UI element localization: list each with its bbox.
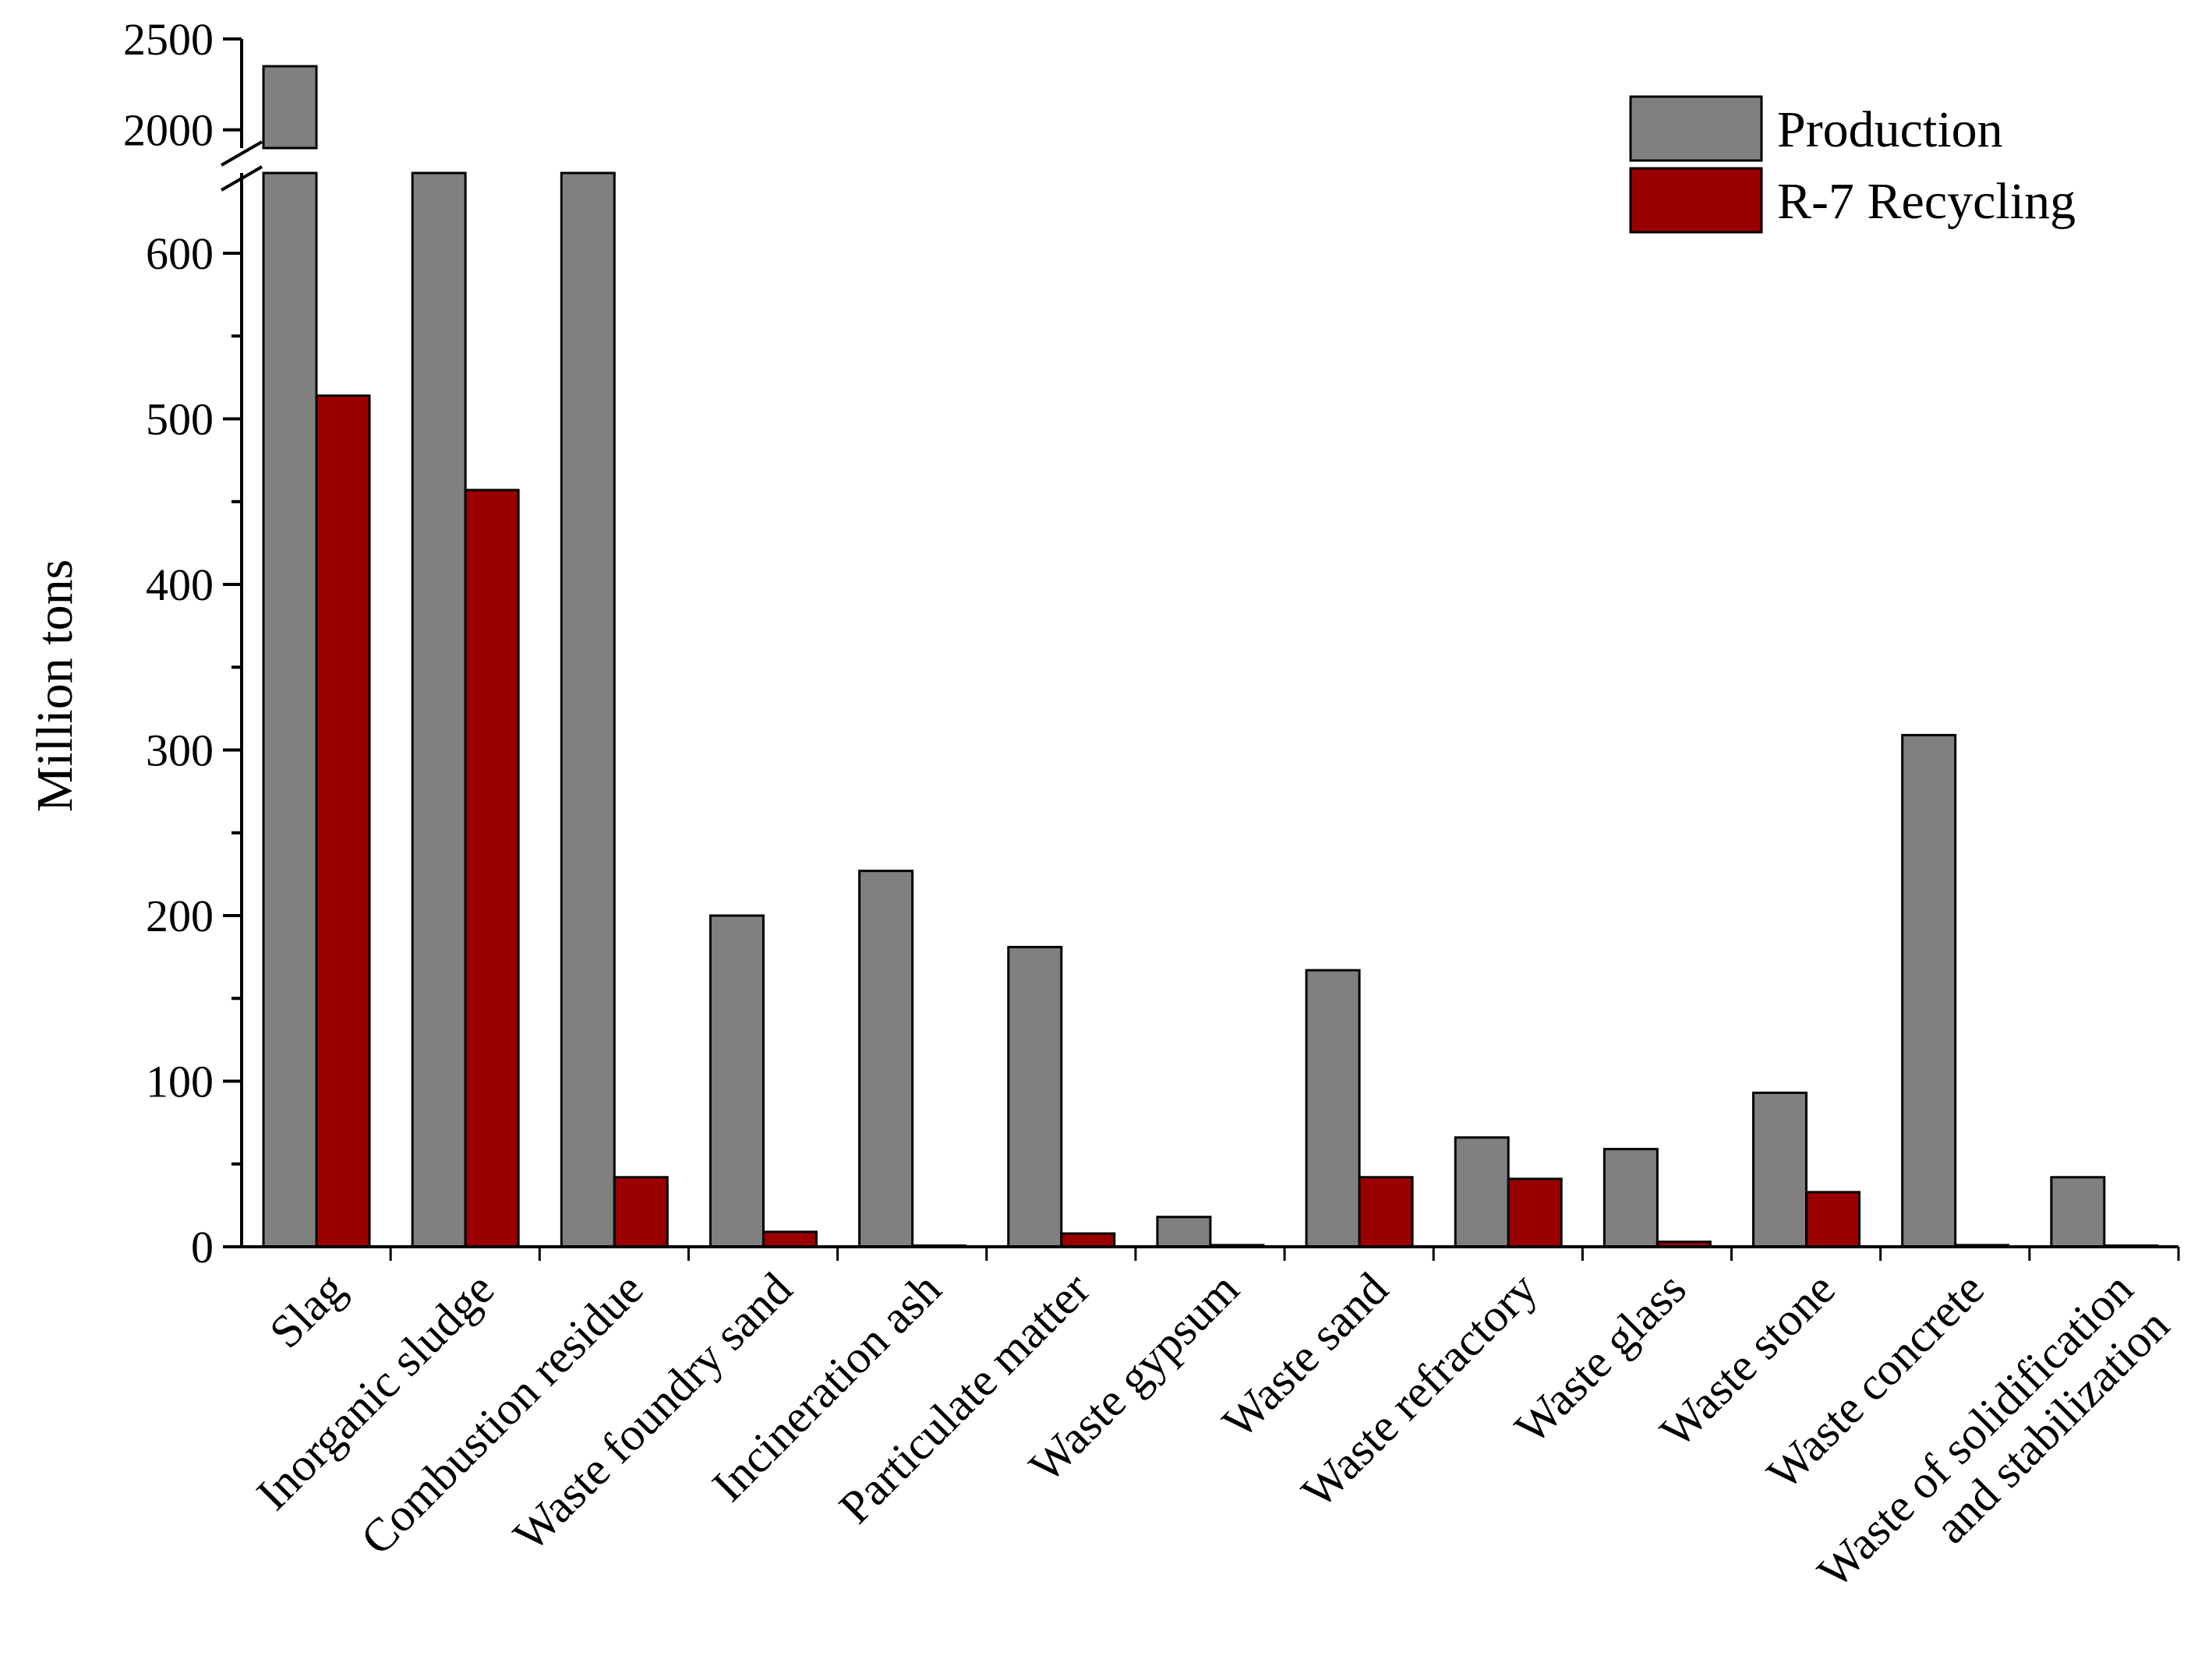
axis-break-mark [221, 140, 263, 167]
y-tick-label: 100 [146, 1057, 214, 1107]
production-bars [262, 65, 2106, 1248]
bar-production-1 [411, 171, 467, 1248]
bar-recycling-10 [1805, 1191, 1861, 1248]
legend-swatch-recycling [1629, 167, 1763, 234]
legend-label-production: Production [1777, 101, 2003, 158]
axis-break-mark [221, 165, 263, 192]
x-category-label-line: Combustion residue [351, 1263, 652, 1565]
bar-production-6 [1156, 1216, 1212, 1248]
x-category-label: Combustion residue [351, 1263, 652, 1565]
y-tick-label: 2500 [123, 14, 214, 65]
y-tick-label: 300 [146, 725, 214, 776]
x-category-label: Slag [260, 1263, 355, 1358]
y-axis-title: Million tons [27, 559, 83, 813]
x-category-label: Waste of solidificationand stabilization [1807, 1263, 2178, 1634]
legend: Production R-7 Recycling [1629, 95, 2076, 234]
bar-production-9 [1602, 1148, 1659, 1248]
legend-label-recycling: R-7 Recycling [1777, 173, 2076, 230]
x-category-label: Particulate matter [829, 1263, 1100, 1534]
bar-recycling-2 [613, 1176, 669, 1248]
y-tick-label: 0 [191, 1222, 214, 1272]
bar-recycling-5 [1060, 1232, 1116, 1248]
y-tick-label: 600 [146, 228, 214, 279]
axes [221, 37, 2180, 1261]
legend-swatch-production [1629, 95, 1763, 162]
y-tick-label: 500 [146, 394, 214, 445]
bar-production-3 [708, 914, 765, 1248]
bar-recycling-7 [1358, 1176, 1414, 1248]
bar-production-4 [858, 870, 914, 1248]
x-category-label-line: Waste foundry sand [504, 1263, 802, 1562]
bar-production-10 [1752, 1091, 1808, 1248]
recycling-bars [315, 394, 2159, 1248]
y-tick-labels: 0 100 200 300 400 500 600 2000 2500 [123, 14, 214, 1272]
bar-production-8 [1454, 1136, 1510, 1248]
bar-production-7 [1305, 969, 1361, 1248]
bar-production-0-upper [262, 65, 318, 150]
x-category-label-line: Slag [260, 1263, 355, 1358]
y-tick-label: 400 [146, 559, 214, 610]
bar-recycling-8 [1507, 1177, 1563, 1248]
x-category-label-line: Particulate matter [829, 1263, 1100, 1534]
bar-production-2 [560, 171, 616, 1248]
bar-recycling-0 [315, 394, 371, 1248]
bar-recycling-1 [464, 489, 520, 1248]
y-tick-label: 2000 [123, 105, 214, 156]
bar-production-11 [1901, 733, 1957, 1248]
x-category-label: Waste foundry sand [504, 1263, 802, 1562]
bar-recycling-3 [761, 1230, 818, 1248]
bar-production-12 [2050, 1176, 2106, 1248]
y-tick-label: 200 [146, 891, 214, 941]
bar-production-5 [1007, 945, 1063, 1248]
bar-production-0 [262, 171, 318, 1248]
